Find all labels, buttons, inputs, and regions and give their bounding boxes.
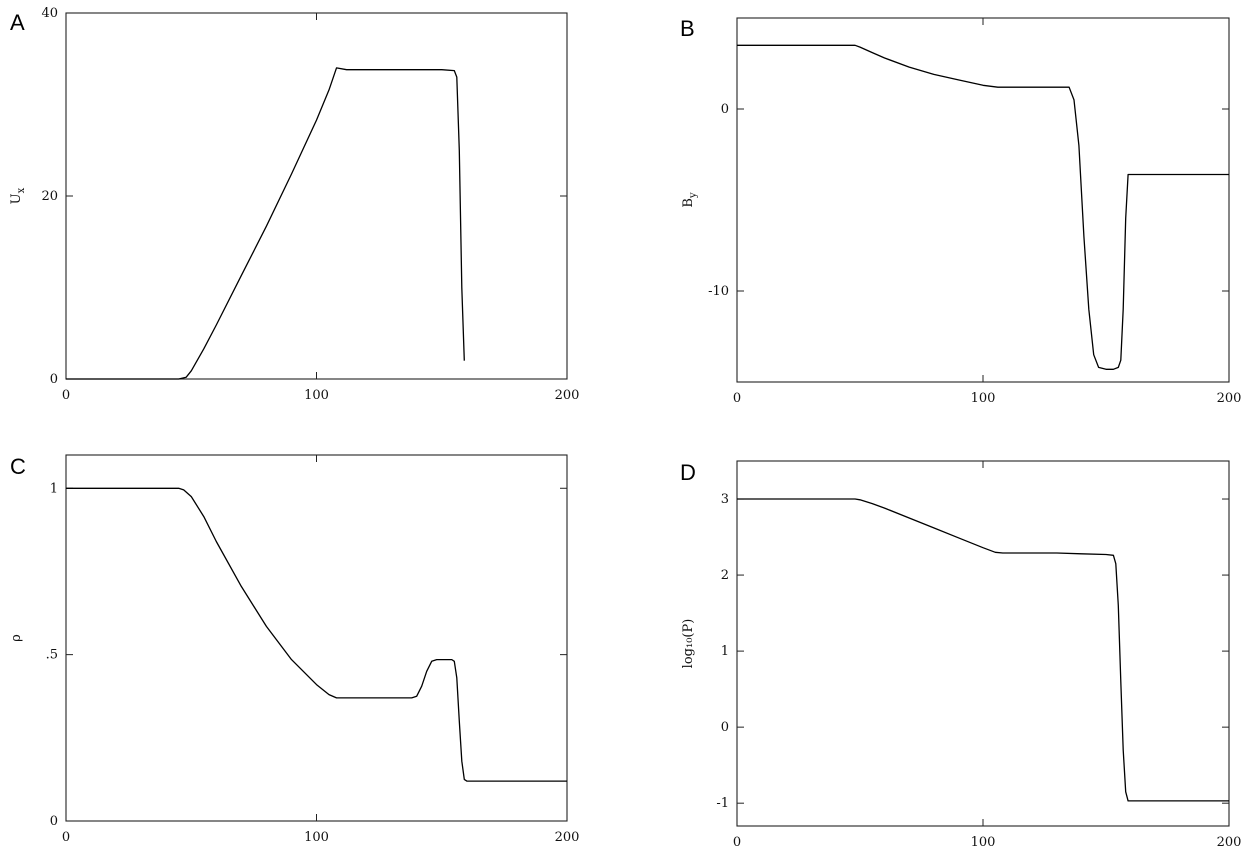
series-line-0 <box>737 498 1229 802</box>
x-tick-label: 200 <box>1217 835 1242 850</box>
y-axis-label-subscript: y <box>688 192 699 199</box>
x-tick-label: 100 <box>304 388 329 403</box>
series-line-0 <box>737 44 1229 370</box>
y-axis-label-main: B <box>681 198 696 208</box>
y-axis-label: Ux <box>9 187 27 204</box>
panel-letter: A <box>10 10 25 35</box>
x-tick-label: 200 <box>1217 391 1242 406</box>
y-axis-label-main: ρ <box>9 634 24 642</box>
y-axis-label-main: log₁₀(P) <box>681 619 696 669</box>
y-axis-label: log₁₀(P) <box>681 619 696 669</box>
x-tick-label: 100 <box>304 830 329 845</box>
series-line-0 <box>66 487 567 782</box>
x-tick-label: 0 <box>733 835 741 850</box>
plot-frame <box>65 12 568 380</box>
y-tick-label: -10 <box>708 284 729 299</box>
x-tick-label: 0 <box>733 391 741 406</box>
y-tick-label: 2 <box>721 568 729 583</box>
x-tick-label: 100 <box>971 835 996 850</box>
panel-letter: C <box>10 454 26 479</box>
y-axis-label-main: U <box>9 193 24 204</box>
x-tick-label: 200 <box>555 388 580 403</box>
y-tick-label: 3 <box>721 492 729 507</box>
y-tick-label: 0 <box>50 372 58 387</box>
y-tick-label: 0 <box>721 102 729 117</box>
panel-a: A 0 100 200 0 20 40 Ux <box>9 6 579 403</box>
y-tick-label: -1 <box>716 796 729 811</box>
plot-frame <box>736 17 1230 383</box>
y-tick-label: 20 <box>41 189 58 204</box>
plot-frame <box>65 454 568 822</box>
x-tick-label: 0 <box>62 830 70 845</box>
panel-b: B 0 100 200 -10 0 By <box>680 16 1241 406</box>
panel-letter: D <box>680 460 696 485</box>
y-tick-label: 1 <box>721 644 729 659</box>
panel-d: D 0 100 200 -1 0 1 2 3 log₁₀(P) <box>680 460 1241 850</box>
y-tick-label: 1 <box>50 481 58 496</box>
panel-letter: B <box>680 16 695 41</box>
plot-frame <box>736 460 1230 827</box>
y-axis-label-subscript: x <box>16 187 27 193</box>
y-tick-label: 40 <box>41 6 58 21</box>
x-tick-label: 0 <box>62 388 70 403</box>
y-axis-label: ρ <box>9 634 24 642</box>
x-tick-label: 200 <box>555 830 580 845</box>
y-axis-label: By <box>681 192 699 208</box>
panel-c: C 0 100 200 0 .5 1 ρ <box>9 454 579 845</box>
x-tick-label: 100 <box>971 391 996 406</box>
y-tick-label: 0 <box>721 720 729 735</box>
series-line-0 <box>66 67 465 380</box>
y-tick-label: .5 <box>46 648 58 663</box>
y-tick-label: 0 <box>50 814 58 829</box>
